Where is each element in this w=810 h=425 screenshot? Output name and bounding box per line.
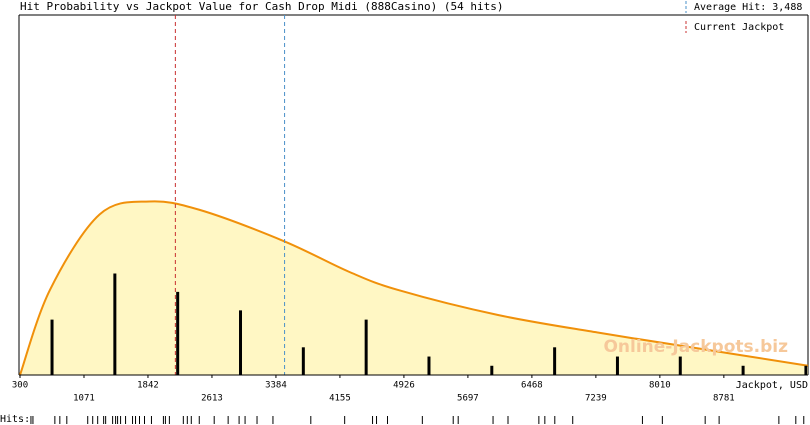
- x-tick-label: 2613: [201, 394, 223, 404]
- legend-label: Average Hit: 3,488: [694, 2, 802, 13]
- curve-area: [20, 201, 808, 375]
- legend-label: Current Jackpot: [694, 22, 784, 33]
- watermark: Online-Jackpots.biz: [603, 337, 788, 357]
- x-tick-label: 3384: [265, 381, 287, 391]
- x-tick-label: 8010: [649, 381, 671, 391]
- x-tick-label: 4926: [393, 381, 415, 391]
- x-tick-label: 6468: [521, 381, 543, 391]
- x-axis-label: Jackpot, USD: [736, 380, 808, 391]
- hits-label: Hits:: [0, 414, 30, 425]
- x-tick-label: 5697: [457, 394, 479, 404]
- x-tick-label: 1071: [73, 394, 95, 404]
- x-tick-label: 4155: [329, 394, 351, 404]
- x-tick-label: 8781: [713, 394, 735, 404]
- curve-line: [19, 200, 809, 376]
- x-tick-label: 7239: [585, 394, 607, 404]
- x-tick-label: 300: [12, 381, 28, 391]
- x-tick-label: 1842: [137, 381, 159, 391]
- chart-title: Hit Probability vs Jackpot Value for Cas…: [20, 0, 503, 13]
